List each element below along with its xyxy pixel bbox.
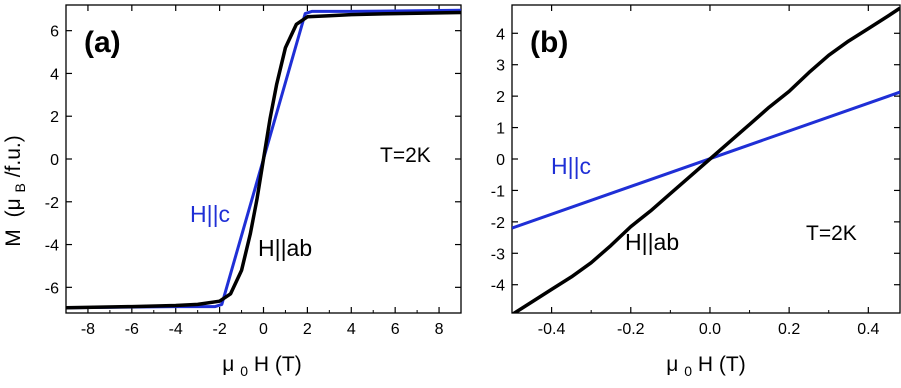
y-tick-label: -2 xyxy=(491,215,505,232)
panel-a: -8 -6 -4 -2 0 2 4 6 8 -6 -4 -2 0 2 4 6 H||c H||ab (a) T=2K xyxy=(45,4,462,338)
y-axis-label-sub: B xyxy=(12,183,28,192)
series-label-0: H||c xyxy=(190,201,230,227)
x-axis-label-a: μ 0 H (T) xyxy=(222,353,301,381)
y-tick-label: -4 xyxy=(45,238,59,255)
y-tick-label: -6 xyxy=(45,280,59,297)
panel-label: (b) xyxy=(530,26,568,59)
x-axis-label-b-sub: 0 xyxy=(684,363,692,379)
temperature-label: T=2K xyxy=(806,222,857,245)
temperature-label: T=2K xyxy=(380,144,431,167)
series-line-1 xyxy=(66,10,461,310)
y-axis-label-close: /f.u.) xyxy=(2,135,25,177)
series-line-1 xyxy=(512,6,900,313)
x-tick-label: 6 xyxy=(391,321,400,338)
y-tick-label: 4 xyxy=(50,66,59,83)
x-tick-label: 0 xyxy=(259,321,268,338)
y-tick-label: 0 xyxy=(496,152,505,169)
x-axis-label-b-main: μ xyxy=(666,353,678,376)
panel-label: (a) xyxy=(84,26,121,59)
y-tick-label: 2 xyxy=(50,109,59,126)
y-tick-label: -1 xyxy=(491,183,505,200)
y-tick-label: -4 xyxy=(491,278,505,295)
y-tick-label: 0 xyxy=(50,152,59,169)
series-line-0 xyxy=(512,90,900,230)
x-axis-label-b-rest: H (T) xyxy=(698,353,746,376)
x-tick-label: 4 xyxy=(347,321,356,338)
y-axis-label-open: (μ xyxy=(2,198,25,217)
y-axis-label: M (μ B /f.u.) xyxy=(2,135,30,246)
x-tick-label: 0.2 xyxy=(778,321,800,338)
panel-b: -0.4 -0.2 0.0 0.2 0.4 -4 -3 -2 -1 0 1 2 3 4 H||c H||ab (… xyxy=(491,4,901,338)
y-tick-label: 4 xyxy=(496,26,505,43)
x-tick-label: -2 xyxy=(212,321,226,338)
y-tick-label: 1 xyxy=(496,121,505,138)
series-label-1: H||ab xyxy=(258,235,312,261)
x-tick-label: 0.4 xyxy=(857,321,879,338)
x-axis-label-a-main: μ xyxy=(222,353,234,376)
y-axis-label-main: M xyxy=(2,229,25,247)
y-tick-label: 3 xyxy=(496,58,505,75)
x-tick-label: -6 xyxy=(125,321,139,338)
x-tick-label: -8 xyxy=(81,321,95,338)
series-label-0: H||c xyxy=(551,153,591,179)
x-tick-label: -0.2 xyxy=(617,321,645,338)
series-label-1: H||ab xyxy=(625,229,679,255)
y-tick-label: -3 xyxy=(491,246,505,263)
x-axis-label-a-sub: 0 xyxy=(240,363,248,379)
x-tick-label: 8 xyxy=(435,321,444,338)
x-tick-label: 2 xyxy=(303,321,312,338)
y-tick-label: 6 xyxy=(50,24,59,41)
y-tick-label: -2 xyxy=(45,195,59,212)
x-axis-label-a-rest: H (T) xyxy=(254,353,302,376)
y-tick-label: 2 xyxy=(496,89,505,106)
x-tick-label: -0.4 xyxy=(538,321,566,338)
x-tick-label: 0.0 xyxy=(699,321,721,338)
x-tick-label: -4 xyxy=(169,321,183,338)
x-axis-label-b: μ 0 H (T) xyxy=(666,353,745,381)
